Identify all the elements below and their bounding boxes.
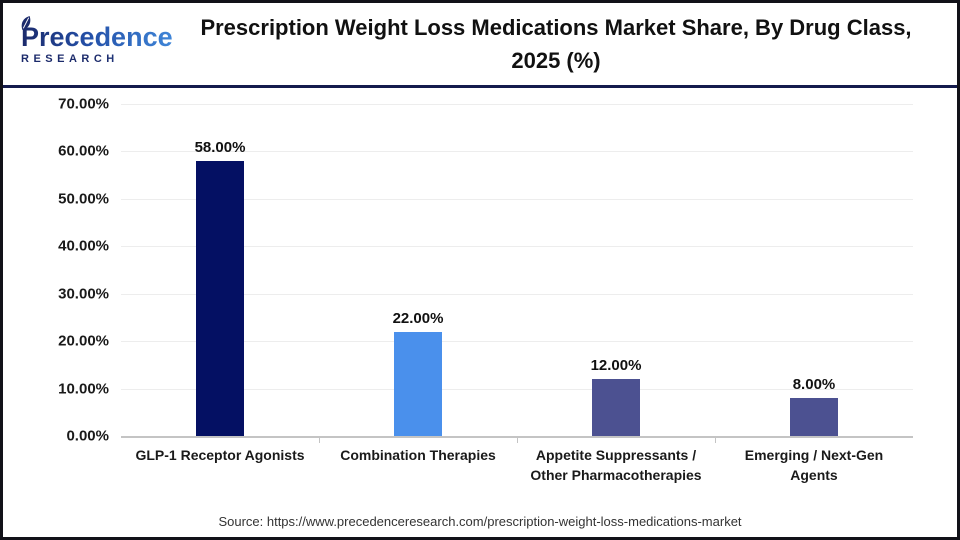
bar-columns: 58.00% 22.00% 12.00% 8.00%	[121, 104, 913, 436]
brand-logo: Precedence RESEARCH	[3, 15, 173, 65]
header: Precedence RESEARCH Prescription Weight …	[3, 3, 957, 88]
y-axis-tick: 30.00%	[58, 285, 109, 303]
x-axis-label: Emerging / Next-Gen Agents	[744, 447, 884, 483]
gridline	[121, 388, 913, 390]
gridline	[121, 246, 913, 248]
y-axis-tick: 10.00%	[58, 380, 109, 398]
y-axis-tick: 20.00%	[58, 332, 109, 350]
logo-brand-text: Precedence	[21, 21, 173, 52]
bar-combination-therapies	[394, 331, 442, 436]
bar-group-emerging: 8.00%	[715, 104, 913, 436]
source-attribution: Source: https://www.precedenceresearch.c…	[218, 514, 742, 529]
x-axis-label: GLP-1 Receptor Agonists	[135, 447, 305, 463]
bar-group-combination: 22.00%	[319, 104, 517, 436]
y-axis-tick: 70.00%	[58, 95, 109, 113]
x-axis-tick	[319, 436, 320, 443]
bar-appetite-suppressants	[592, 379, 640, 436]
gridline	[121, 151, 913, 153]
gridline	[121, 341, 913, 343]
bar-group-glp1: 58.00%	[121, 104, 319, 436]
x-axis-labels: GLP-1 Receptor Agonists Combination Ther…	[121, 446, 913, 485]
bar-group-appetite-suppressants: 12.00%	[517, 104, 715, 436]
bar-value-label: 58.00%	[194, 138, 246, 156]
bar-value-label: 22.00%	[392, 309, 444, 327]
gridline	[121, 104, 913, 105]
chart-title: Prescription Weight Loss Medications Mar…	[200, 15, 912, 73]
gridline	[121, 293, 913, 295]
bar-emerging-next-gen	[790, 398, 838, 436]
bar-glp1-receptor-agonists	[196, 160, 244, 436]
y-axis-tick: 0.00%	[66, 427, 109, 445]
leaf-icon	[21, 15, 31, 30]
bar-chart: 70.00% 60.00% 50.00% 40.00% 30.00% 20.00…	[58, 96, 913, 485]
y-axis-tick: 50.00%	[58, 190, 109, 208]
y-axis-tick: 40.00%	[58, 237, 109, 255]
y-axis-tick: 60.00%	[58, 142, 109, 160]
bar-value-label: 8.00%	[792, 376, 836, 394]
x-axis-tick	[715, 436, 716, 443]
x-axis-label: Combination Therapies	[340, 447, 496, 463]
logo-sub-text: RESEARCH	[21, 53, 173, 65]
plot-area: 70.00% 60.00% 50.00% 40.00% 30.00% 20.00…	[58, 96, 913, 445]
bar-value-label: 12.00%	[590, 357, 642, 375]
x-axis-label: Appetite Suppressants / Other Pharmacoth…	[530, 447, 702, 483]
x-axis-tick	[517, 436, 518, 443]
gridline	[121, 198, 913, 200]
